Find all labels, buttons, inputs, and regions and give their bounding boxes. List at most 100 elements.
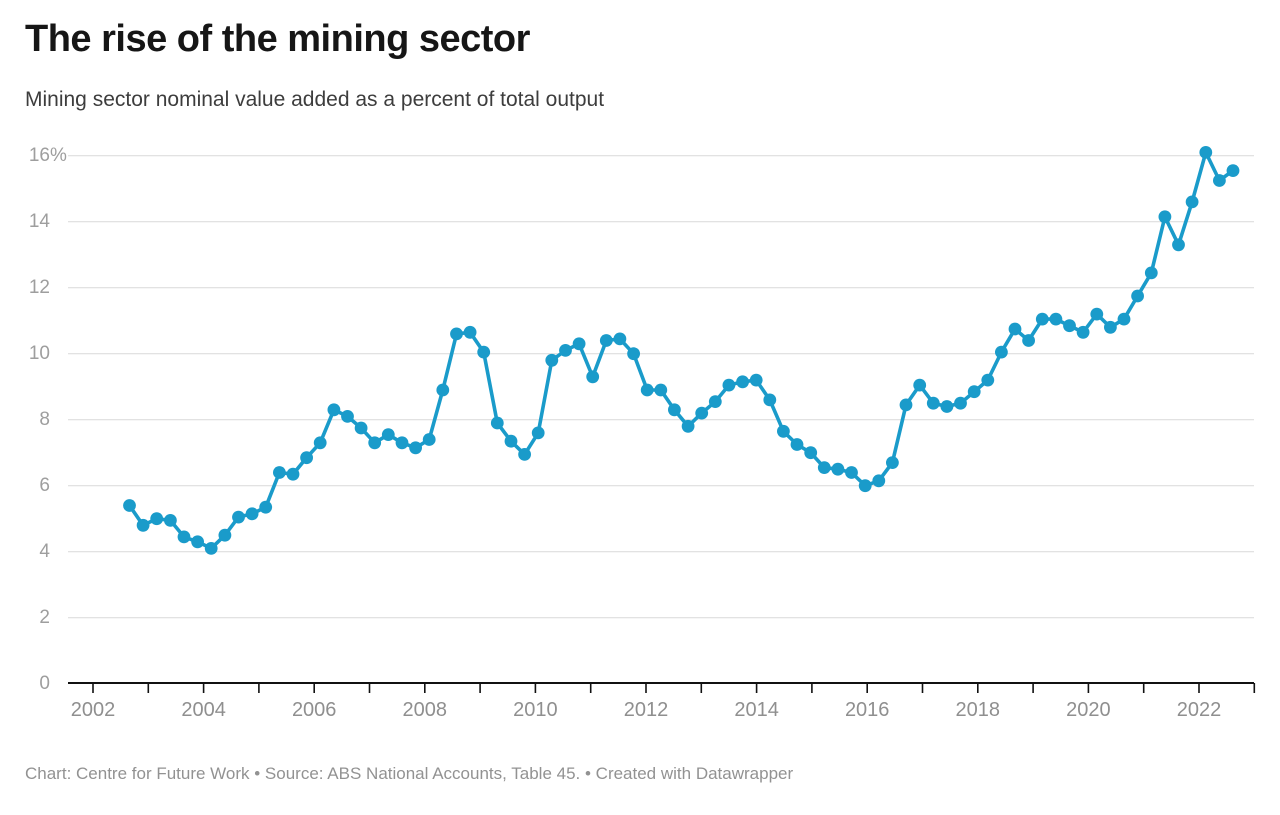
data-point[interactable] (872, 474, 886, 488)
data-point[interactable] (395, 436, 409, 450)
data-point[interactable] (845, 466, 858, 479)
data-point[interactable] (313, 436, 327, 450)
chart-title: The rise of the mining sector (25, 18, 530, 60)
data-point[interactable] (1144, 266, 1158, 280)
data-point[interactable] (899, 398, 913, 412)
data-point[interactable] (722, 378, 736, 392)
data-point[interactable] (1158, 210, 1172, 224)
data-point[interactable] (204, 542, 218, 555)
data-point[interactable] (749, 373, 763, 387)
data-point[interactable] (191, 535, 205, 549)
data-point[interactable] (681, 419, 695, 433)
data-point[interactable] (450, 327, 463, 341)
data-point[interactable] (409, 441, 422, 455)
data-point[interactable] (1076, 325, 1090, 339)
data-point[interactable] (273, 466, 286, 479)
y-axis-label: 16% (28, 144, 67, 166)
data-point[interactable] (1131, 289, 1144, 303)
data-point[interactable] (368, 436, 382, 450)
data-point[interactable] (245, 507, 259, 521)
data-point[interactable] (627, 347, 640, 361)
data-point[interactable] (572, 337, 586, 351)
data-point[interactable] (1117, 312, 1131, 326)
data-point[interactable] (381, 428, 395, 441)
y-axis-label: 14 (28, 210, 50, 232)
data-point[interactable] (708, 395, 722, 408)
data-point[interactable] (790, 438, 804, 451)
data-point[interactable] (545, 353, 559, 367)
data-point[interactable] (218, 528, 232, 542)
data-point[interactable] (1063, 319, 1076, 333)
data-point[interactable] (967, 385, 981, 399)
x-axis-label: 2014 (734, 699, 779, 721)
data-point[interactable] (136, 518, 150, 532)
data-point[interactable] (518, 448, 531, 461)
data-point[interactable] (1022, 334, 1035, 347)
data-point[interactable] (327, 403, 341, 417)
data-point[interactable] (559, 344, 572, 357)
data-point[interactable] (1049, 312, 1063, 326)
data-point[interactable] (477, 345, 491, 359)
data-point[interactable] (1090, 307, 1104, 321)
data-point[interactable] (995, 345, 1008, 359)
data-point[interactable] (123, 499, 136, 512)
x-axis-label: 2020 (1066, 699, 1111, 721)
data-point[interactable] (1226, 164, 1240, 178)
y-axis-label: 12 (28, 276, 50, 298)
data-point[interactable] (599, 334, 613, 347)
y-axis-label: 8 (39, 408, 50, 430)
data-point[interactable] (354, 421, 368, 435)
data-point[interactable] (259, 500, 273, 514)
data-point[interactable] (286, 467, 300, 481)
data-point[interactable] (640, 383, 654, 397)
data-point[interactable] (804, 446, 818, 460)
data-point[interactable] (954, 396, 967, 410)
data-point[interactable] (164, 514, 177, 527)
y-axis-label: 10 (28, 342, 50, 364)
data-point[interactable] (1185, 195, 1199, 209)
data-point[interactable] (463, 325, 477, 339)
data-point[interactable] (940, 400, 954, 413)
data-point[interactable] (736, 375, 749, 389)
data-point[interactable] (232, 510, 245, 524)
data-point[interactable] (341, 410, 354, 423)
data-point[interactable] (300, 451, 313, 465)
data-point[interactable] (1008, 322, 1022, 336)
x-axis-label: 2010 (513, 699, 558, 721)
data-point[interactable] (1035, 312, 1049, 326)
data-point[interactable] (913, 378, 927, 392)
data-point[interactable] (668, 403, 681, 417)
y-axis-label: 6 (39, 474, 50, 496)
data-point[interactable] (1172, 238, 1185, 252)
data-point[interactable] (177, 530, 191, 544)
data-point[interactable] (1199, 146, 1213, 159)
data-point[interactable] (422, 433, 436, 446)
data-point[interactable] (150, 512, 164, 526)
data-point[interactable] (858, 479, 872, 493)
data-point[interactable] (531, 426, 545, 440)
data-point[interactable] (654, 383, 668, 397)
x-axis-label: 2012 (623, 699, 669, 721)
data-point[interactable] (504, 434, 518, 448)
data-point[interactable] (777, 424, 790, 438)
data-point[interactable] (1104, 320, 1117, 334)
data-point[interactable] (817, 461, 831, 474)
data-point[interactable] (695, 406, 709, 420)
data-point[interactable] (436, 383, 450, 397)
data-point[interactable] (763, 393, 777, 407)
data-point[interactable] (613, 332, 627, 346)
x-axis-label: 2018 (955, 699, 1001, 721)
series-line (127, 150, 1235, 551)
data-point[interactable] (490, 416, 504, 430)
data-point[interactable] (831, 462, 845, 476)
x-axis-label: 2004 (181, 699, 226, 721)
data-point[interactable] (981, 373, 995, 387)
data-point[interactable] (926, 396, 940, 410)
data-point[interactable] (1213, 174, 1226, 187)
data-point[interactable] (886, 456, 899, 469)
data-point[interactable] (586, 370, 600, 384)
chart-subtitle: Mining sector nominal value added as a p… (25, 88, 605, 111)
chart-footer: Chart: Centre for Future Work • Source: … (25, 764, 794, 783)
y-axis-label: 2 (39, 606, 50, 628)
